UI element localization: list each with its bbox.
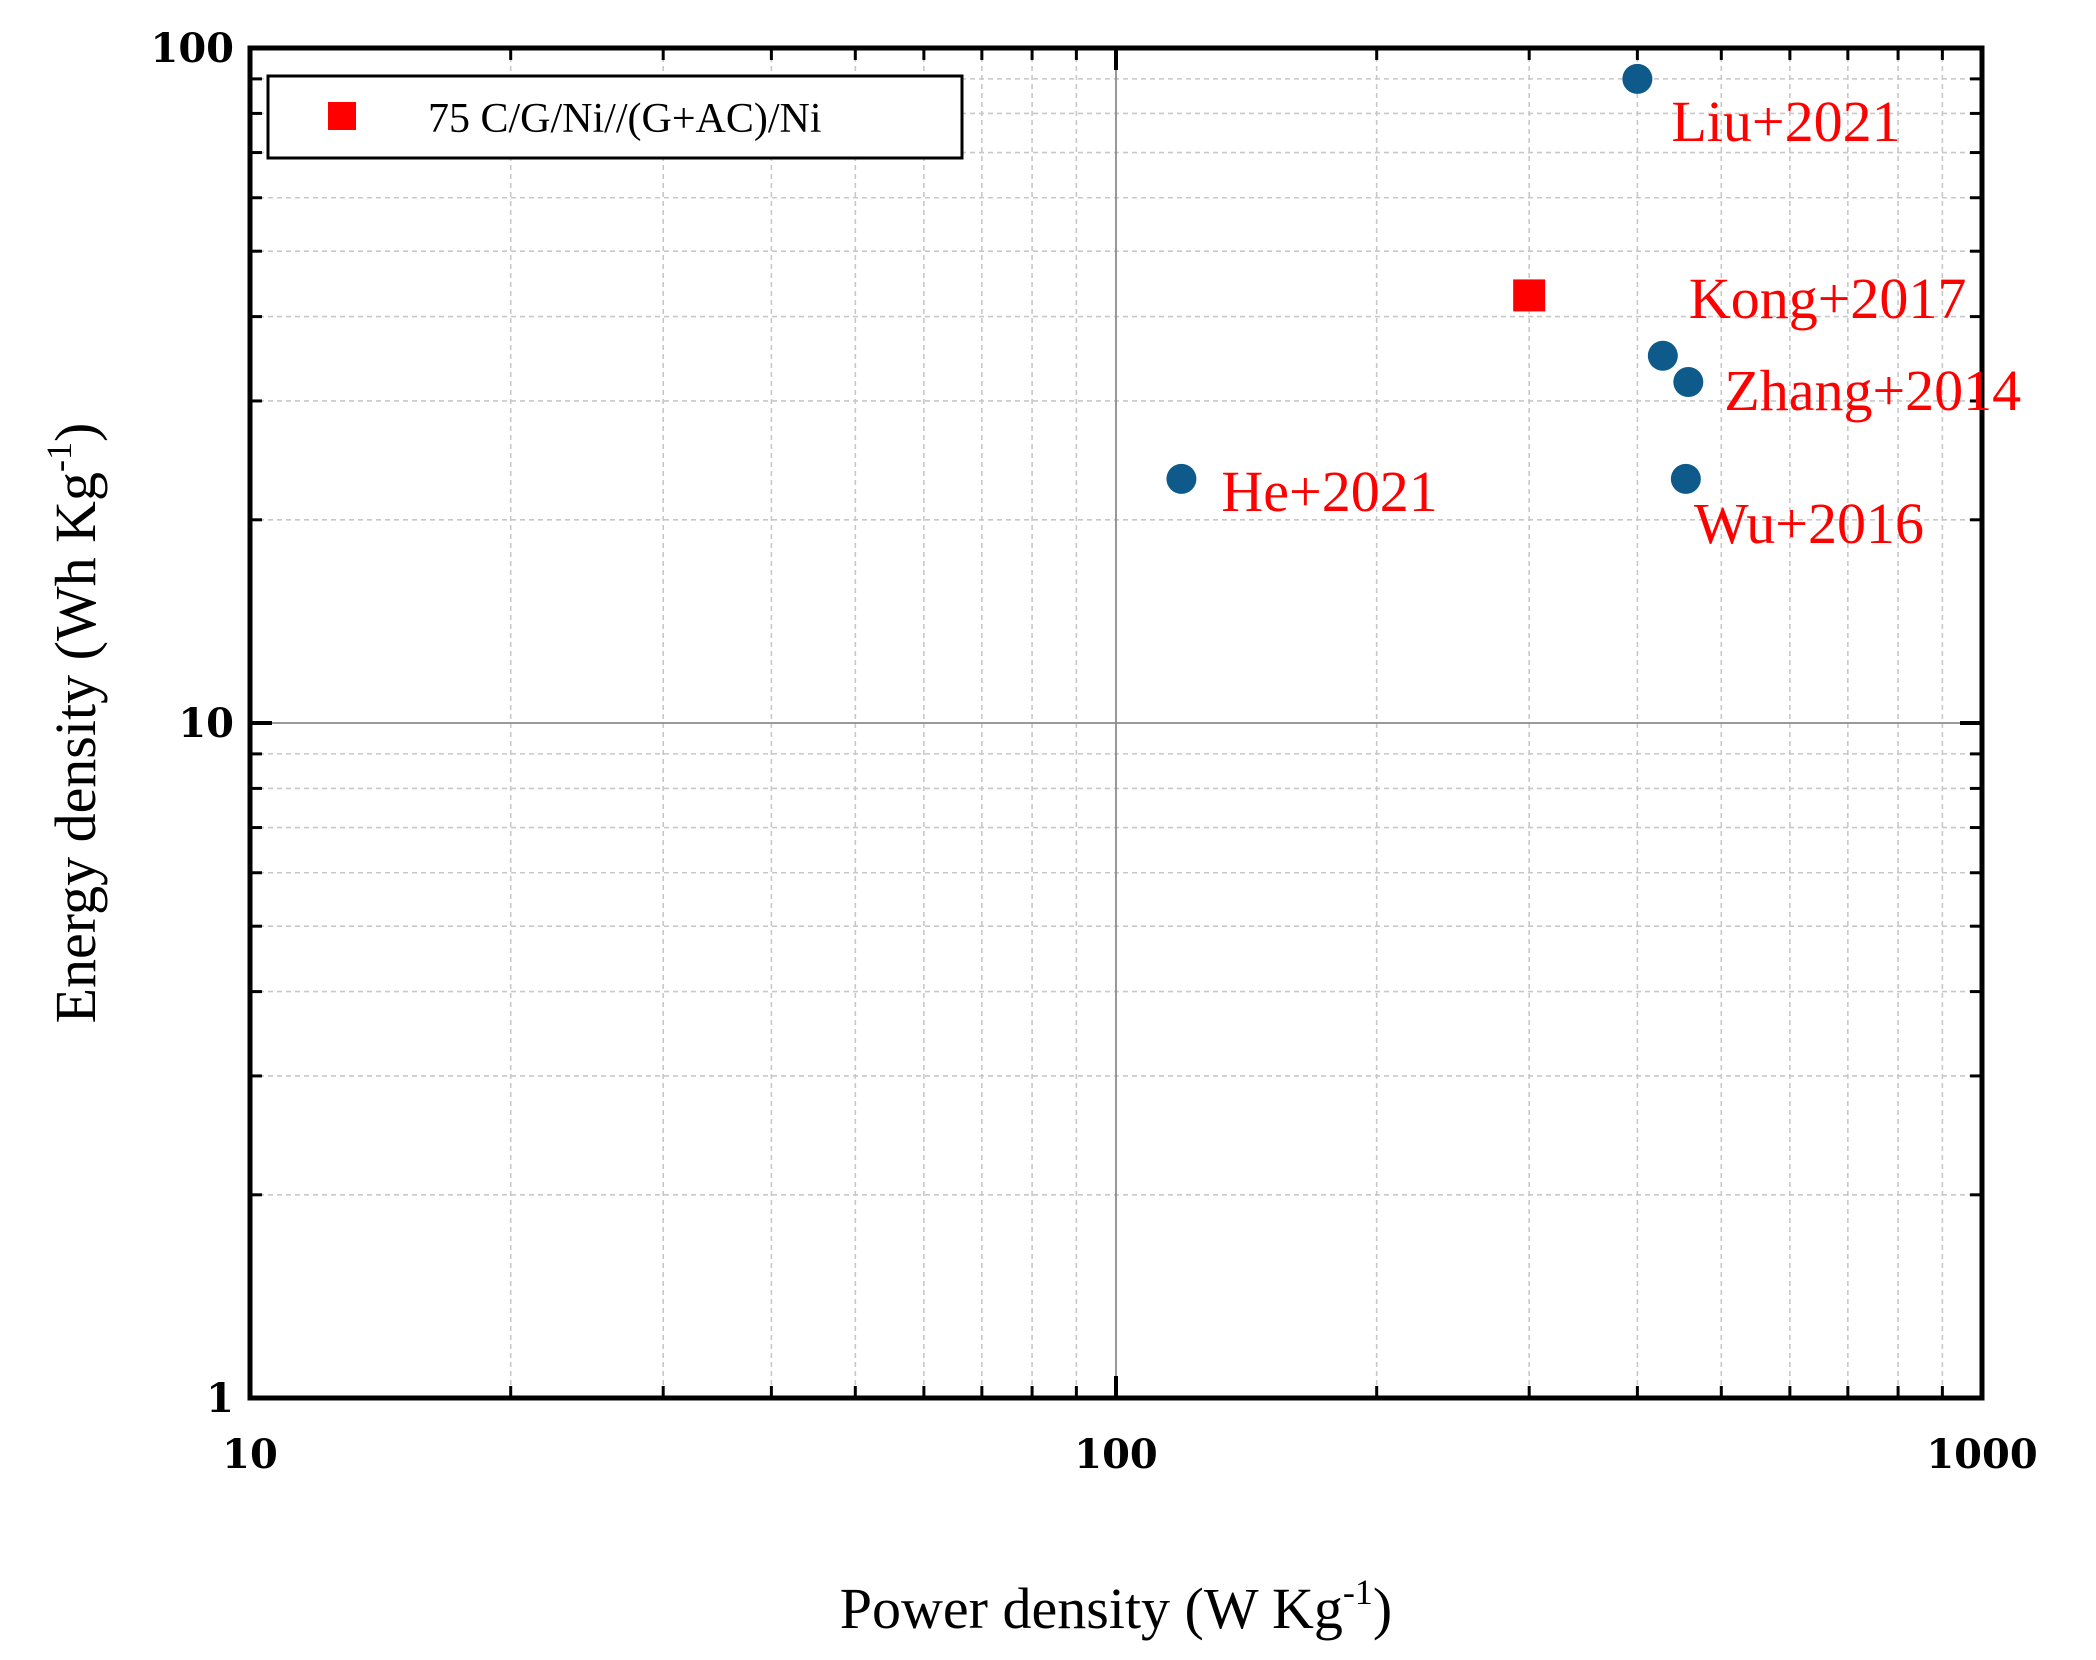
y-axis-title: Energy density (Wh Kg-1) [39, 423, 108, 1024]
x-tick-label: 1000 [1926, 1431, 2037, 1478]
legend: 75 C/G/Ni//(G+AC)/Ni [266, 74, 964, 160]
point-annotation: He+2021 [1221, 459, 1437, 524]
legend-box [266, 74, 964, 160]
data-point-circle [1647, 340, 1678, 371]
point-annotation: Wu+2016 [1694, 491, 1924, 556]
data-point-circle [1166, 463, 1197, 494]
data-point-circle [1622, 63, 1653, 94]
legend-label: 75 C/G/Ni//(G+AC)/Ni [428, 96, 822, 142]
legend-marker-square [328, 102, 356, 130]
y-tick-label: 1 [206, 1375, 234, 1422]
data-points: Liu+2021 Kong+2017 Zhang+2014 Wu+2016 He+202… [1166, 63, 2021, 556]
data-point-circle [1670, 463, 1701, 494]
point-annotation: Kong+2017 [1689, 266, 1967, 331]
point-annotation: Liu+2021 [1671, 89, 1900, 154]
point-annotation: Zhang+2014 [1724, 358, 2021, 423]
y-tick-label: 100 [151, 25, 235, 72]
axis-ticks: 10 100 1000 1 10 100 [151, 25, 2038, 1478]
x-tick-label: 100 [1074, 1431, 1158, 1478]
data-point-square [1513, 279, 1546, 312]
grid-lines [249, 47, 1983, 1399]
data-point-circle [1673, 367, 1704, 398]
y-tick-label: 10 [178, 700, 234, 747]
x-tick-label: 10 [222, 1431, 278, 1478]
x-axis-title: Power density (W Kg-1) [840, 1572, 1392, 1641]
